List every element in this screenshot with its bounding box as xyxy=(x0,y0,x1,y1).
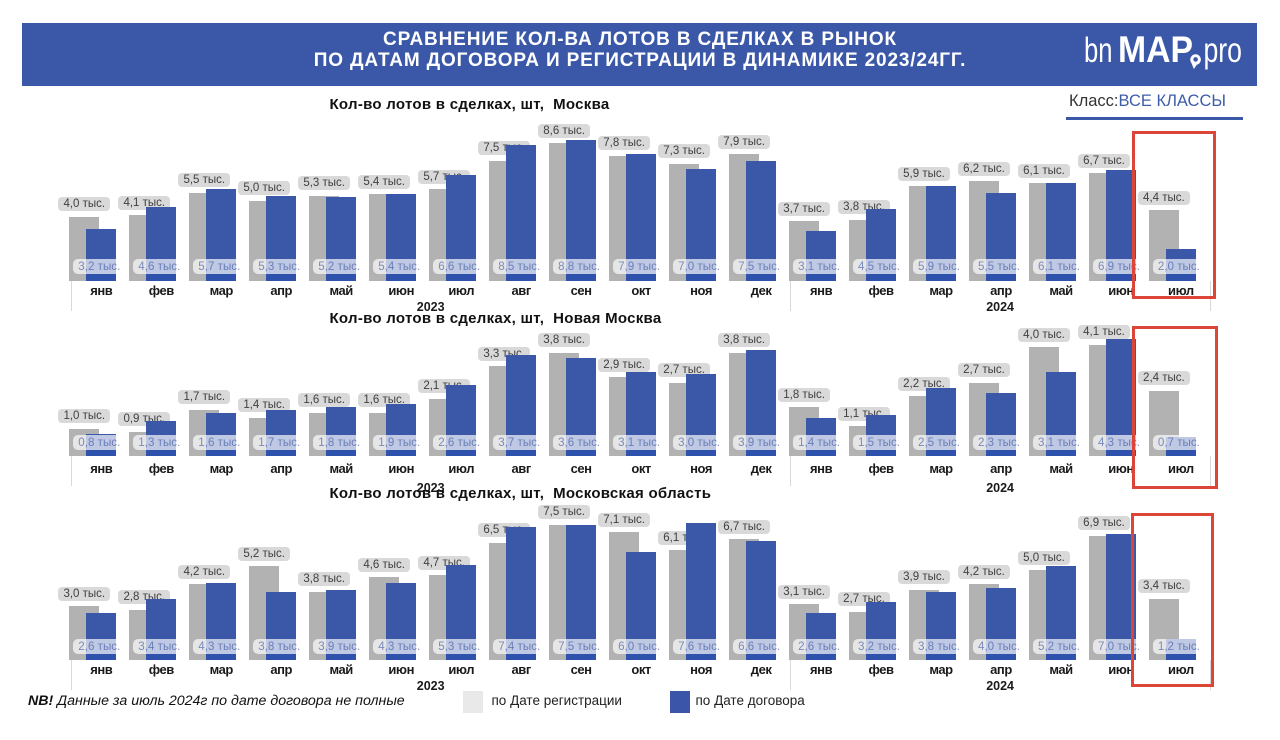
svg-text:bn: bn xyxy=(1084,31,1113,70)
svg-text:MAP: MAP xyxy=(1118,30,1193,70)
svg-text:pro: pro xyxy=(1204,31,1243,70)
